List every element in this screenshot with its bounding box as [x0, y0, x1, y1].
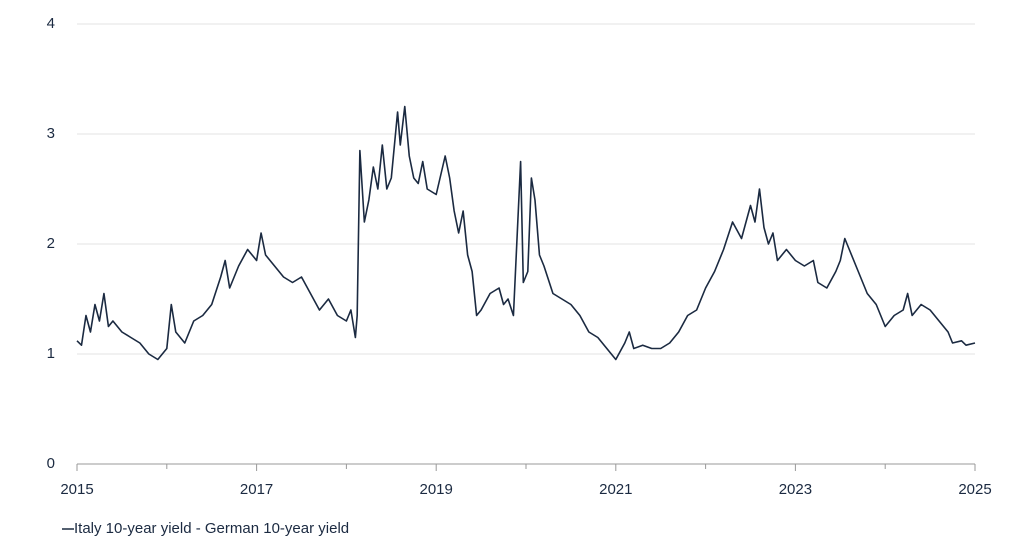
y-tick-label: 3 — [47, 125, 55, 142]
x-tick-label: 2021 — [599, 481, 632, 498]
x-tick-label: 2023 — [779, 481, 812, 498]
y-tick-label: 2 — [47, 235, 55, 252]
data-line — [76, 105, 976, 361]
y-tick-label: 4 — [47, 15, 55, 32]
legend-label: Italy 10-year yield - German 10-year yie… — [74, 520, 349, 537]
x-tick-label: 2017 — [240, 481, 273, 498]
x-tick-label: 2015 — [60, 481, 93, 498]
y-tick-label: 1 — [47, 345, 55, 362]
y-tick-label: 0 — [47, 455, 55, 472]
x-tick-label: 2025 — [958, 481, 991, 498]
x-tick-label: 2019 — [420, 481, 453, 498]
